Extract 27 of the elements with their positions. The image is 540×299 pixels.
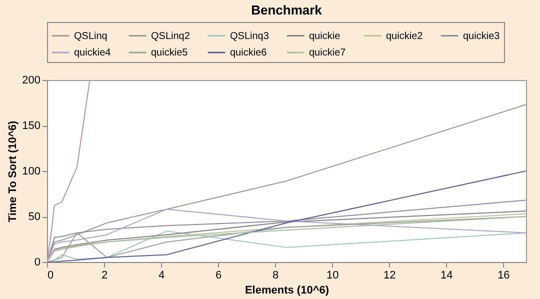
x-tick-label: 6: [216, 270, 222, 282]
legend-label: QSLinq: [74, 30, 108, 42]
x-tick-label: 4: [158, 270, 165, 282]
legend-label: quickie: [309, 30, 341, 42]
legend-label: quickie4: [74, 48, 112, 58]
y-axis-title: Time To Sort (10^6): [7, 120, 20, 222]
y-tick-label: 200: [22, 74, 40, 86]
x-tick-label: 12: [384, 270, 396, 282]
legend-label: quickie3: [463, 30, 500, 42]
y-tick-label: 100: [22, 166, 40, 178]
legend-label: quickie7: [309, 48, 346, 58]
legend-label: QSLinq3: [230, 30, 270, 42]
legend-label: quickie5: [151, 48, 188, 58]
x-tick-label: 8: [272, 270, 279, 282]
chart-title: Benchmark: [251, 2, 323, 18]
x-tick-label: 0: [48, 270, 54, 282]
x-tick-label: 10: [326, 270, 339, 282]
legend-label: QSLinq2: [151, 30, 190, 42]
legend-label: quickie2: [386, 30, 424, 42]
x-tick-label: 16: [498, 270, 510, 282]
x-tick-label: 2: [101, 270, 108, 282]
y-tick-label: 0: [34, 256, 40, 268]
x-tick-label: 14: [440, 270, 453, 282]
x-axis-title: Elements (10^6): [244, 284, 330, 296]
y-tick-label: 150: [22, 120, 40, 132]
y-tick-label: 50: [28, 211, 40, 223]
legend-label: quickie6: [230, 48, 268, 58]
